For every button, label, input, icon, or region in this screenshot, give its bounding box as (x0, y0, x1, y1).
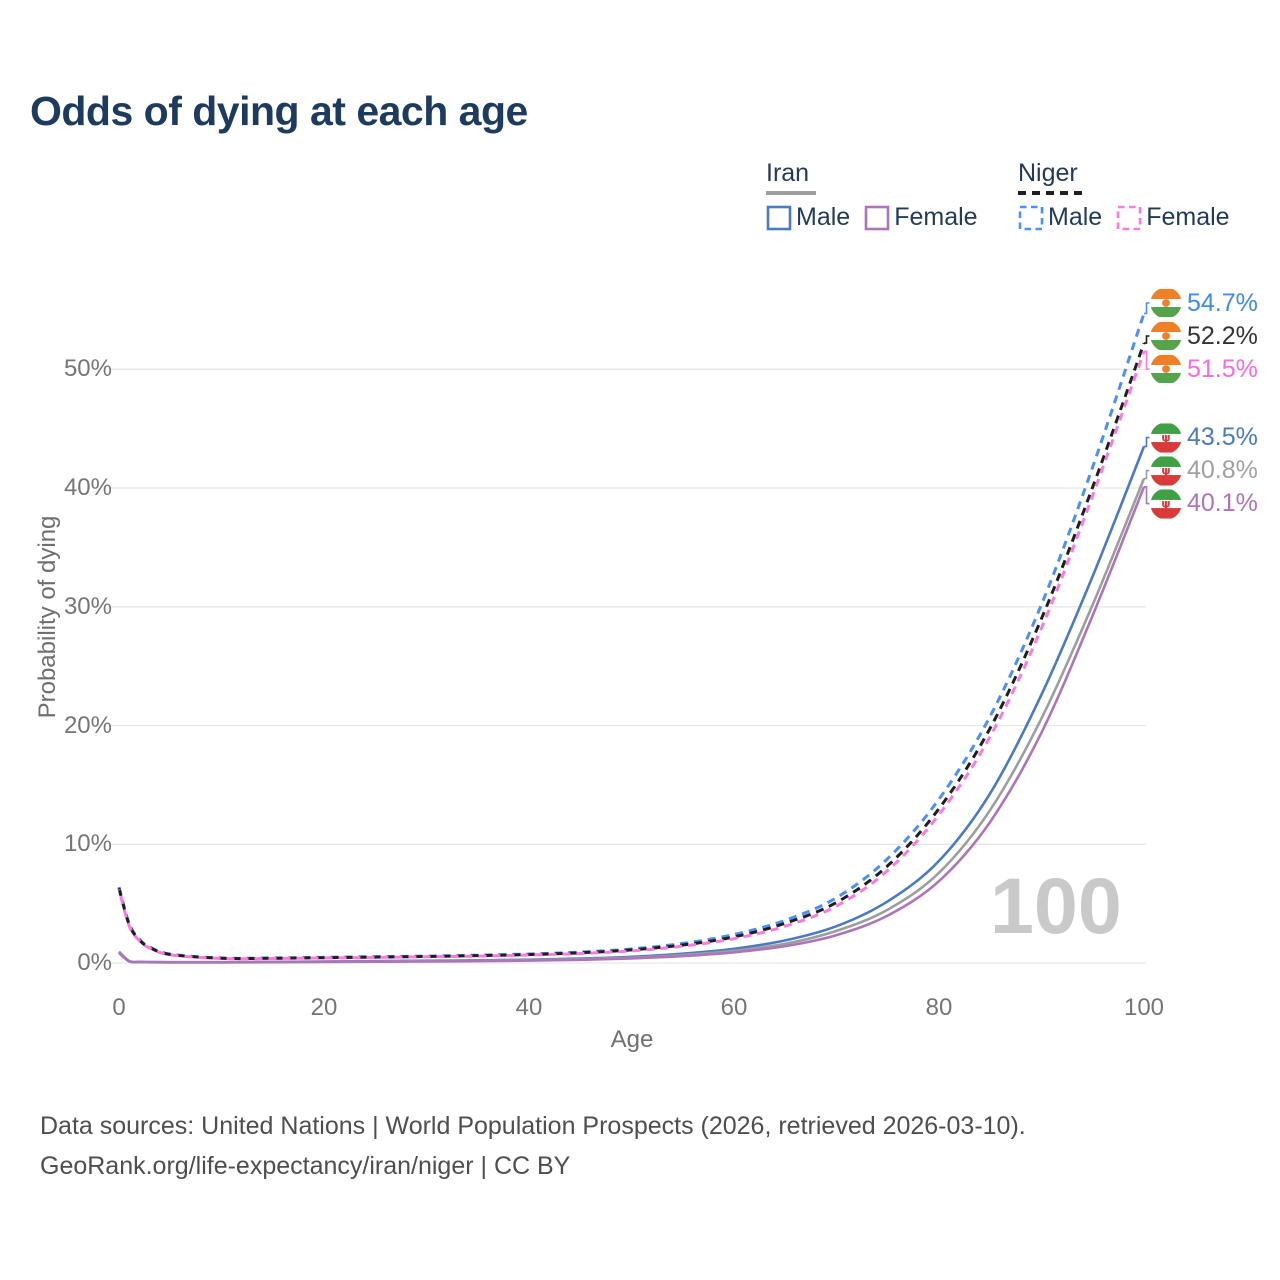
y-tick-label: 0% (77, 949, 112, 976)
end-label-niger-male: 54.7% (1150, 286, 1258, 320)
label-connector-iran-male (1144, 436, 1150, 448)
legend-group-title-niger: Niger (1018, 159, 1078, 187)
legend-item-label: Female (894, 203, 978, 231)
highlighted-age-watermark: 100 (990, 861, 1122, 950)
x-tick-label: 0 (112, 994, 126, 1021)
end-label-value: 40.8% (1187, 456, 1258, 485)
end-label-value: 40.1% (1187, 489, 1258, 518)
iran-female-swatch-icon (864, 205, 890, 230)
legend-item-label: Male (1048, 203, 1103, 231)
y-tick-label: 30% (63, 592, 112, 620)
legend-group-title-iran: Iran (766, 159, 810, 187)
legend-item-niger-female[interactable]: Female (1116, 203, 1230, 232)
end-label-value: 52.2% (1187, 321, 1258, 350)
x-tick-label: 60 (720, 994, 748, 1021)
iran-male-swatch-icon (766, 205, 792, 230)
x-axis-title: Age (610, 1026, 654, 1053)
end-label-niger-female: 51.5% (1150, 352, 1258, 386)
label-connector-niger-both (1144, 335, 1150, 344)
niger-flag-icon (1150, 353, 1182, 385)
iran-flag-icon: ψ (1150, 454, 1182, 487)
end-label-niger-both: 52.2% (1150, 319, 1258, 353)
end-label-iran-both: ψ 40.8% (1150, 454, 1258, 488)
niger-flag-icon (1150, 320, 1182, 352)
x-tick-label: 20 (310, 994, 338, 1021)
series-line-iran-male (118, 445, 1146, 964)
x-tick-label: 80 (925, 994, 953, 1021)
legend-iran-both-line-swatch (766, 191, 816, 195)
x-tick-label: 40 (515, 994, 543, 1021)
end-label-iran-female: ψ 40.1% (1150, 487, 1258, 521)
iran-flag-icon: ψ (1150, 487, 1182, 520)
footer: Data sources: United Nations | World Pop… (40, 1106, 1026, 1186)
label-connector-iran-female (1144, 486, 1150, 505)
niger-flag-icon (1150, 287, 1182, 319)
legend-item-label: Female (1146, 203, 1230, 231)
legend-group-niger: Niger Male Female (1018, 158, 1230, 232)
niger-female-swatch-icon (1116, 205, 1142, 230)
series-line-niger-both (117, 342, 1146, 961)
legend: Iran Male Female Niger (766, 158, 1276, 242)
x-tick-label: 100 (1123, 994, 1165, 1021)
series-line-iran-female (118, 486, 1146, 964)
svg-text:ψ: ψ (1161, 463, 1170, 477)
end-label-value: 51.5% (1187, 354, 1258, 383)
iran-flag-icon: ψ (1150, 421, 1182, 454)
y-tick-label: 50% (63, 355, 112, 383)
svg-text:ψ: ψ (1161, 430, 1170, 444)
y-axis-title: Probability of dying (34, 515, 61, 719)
footer-attribution: GeoRank.org/life-expectancy/iran/niger |… (40, 1152, 571, 1180)
series-line-iran-both (118, 478, 1146, 964)
label-connector-iran-both (1144, 469, 1150, 480)
legend-item-iran-female[interactable]: Female (864, 203, 978, 232)
series-line-niger-male (117, 312, 1146, 960)
niger-male-swatch-icon (1018, 205, 1044, 230)
series-line-niger-female (117, 350, 1146, 961)
label-connector-niger-female (1144, 350, 1150, 370)
label-connector-niger-male (1144, 302, 1150, 315)
legend-niger-both-line-swatch (1018, 191, 1082, 195)
y-tick-label: 20% (63, 711, 112, 739)
footer-data-sources: Data sources: United Nations | World Pop… (40, 1112, 1026, 1140)
y-tick-label: 40% (63, 474, 112, 501)
y-tick-label: 10% (63, 830, 112, 858)
end-label-value: 54.7% (1187, 288, 1258, 317)
svg-text:ψ: ψ (1161, 496, 1170, 510)
legend-item-iran-male[interactable]: Male (766, 203, 850, 232)
legend-group-iran: Iran Male Female (766, 158, 978, 232)
end-label-iran-male: ψ 43.5% (1150, 421, 1258, 455)
page-title: Odds of dying at each age (30, 88, 528, 134)
legend-item-niger-male[interactable]: Male (1018, 203, 1102, 232)
legend-item-label: Male (796, 203, 851, 231)
end-label-value: 43.5% (1187, 423, 1258, 452)
